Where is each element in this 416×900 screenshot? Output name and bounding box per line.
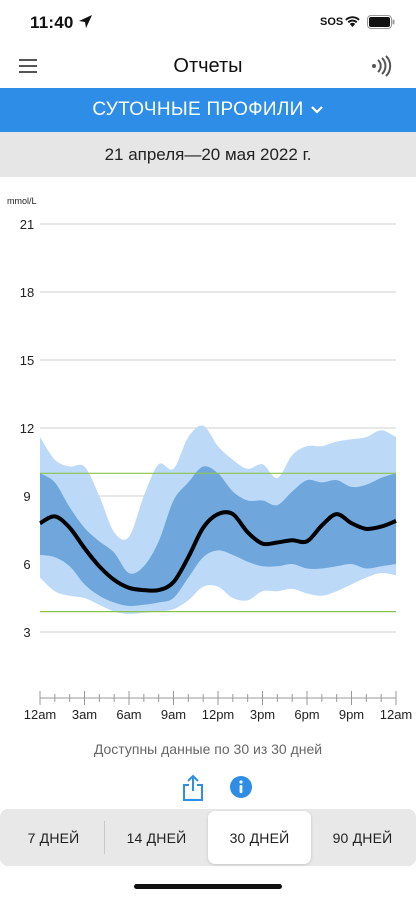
x-tick-label: 12pm [202, 707, 235, 722]
status-time: 11:40 [30, 13, 74, 32]
x-tick-label: 3am [72, 707, 97, 722]
tab-7-days[interactable]: 7 ДНЕЙ [2, 811, 105, 864]
report-type-selector[interactable]: СУТОЧНЫЕ ПРОФИЛИ [0, 88, 416, 132]
x-tick-label: 12am [24, 707, 57, 722]
percentile-25-75-band [40, 466, 396, 606]
x-tick-label: 12am [380, 707, 413, 722]
daily-patterns-chart: mmol/L 21 18 15 12 9 6 3 12am 3am 6am 9am 12pm 3pm 6pm… [7, 196, 413, 722]
nav-bar: Отчеты [0, 44, 416, 88]
location-arrow-icon [78, 14, 93, 29]
x-tick-label: 3pm [250, 707, 275, 722]
period-tabs: 7 ДНЕЙ 14 ДНЕЙ 30 ДНЕЙ 90 ДНЕЙ [0, 809, 416, 866]
x-tick-label: 6am [116, 707, 141, 722]
median-line [39, 510, 397, 593]
nfc-scan-icon[interactable] [370, 55, 392, 77]
y-tick-label: 21 [20, 217, 34, 232]
x-tick-label: 6pm [294, 707, 319, 722]
x-tick-label: 9am [161, 707, 186, 722]
y-axis-unit-label: mmol/L [7, 196, 37, 206]
y-tick-label: 9 [23, 489, 30, 504]
y-tick-label: 18 [20, 285, 34, 300]
chevron-down-icon [310, 106, 323, 114]
y-tick-label: 15 [20, 353, 34, 368]
tab-14-days[interactable]: 14 ДНЕЙ [126, 829, 187, 846]
x-tick-label: 9pm [339, 707, 364, 722]
battery-icon [367, 15, 395, 29]
tab-30-days[interactable]: 30 ДНЕЙ [208, 811, 311, 864]
y-tick-label: 12 [20, 421, 34, 436]
wifi-icon [345, 16, 360, 27]
page-title: Отчеты [173, 55, 243, 77]
data-availability-text: Доступны данные по 30 из 30 дней [93, 741, 323, 757]
home-indicator [134, 884, 282, 889]
y-tick-label: 3 [23, 625, 30, 640]
menu-icon[interactable] [18, 58, 38, 74]
share-icon[interactable] [181, 774, 205, 802]
y-tick-label: 6 [23, 557, 30, 572]
status-bar: 11:40 SOS [0, 0, 416, 44]
tab-90-days[interactable]: 90 ДНЕЙ [332, 829, 393, 846]
report-type-label: СУТОЧНЫЕ ПРОФИЛИ [92, 99, 304, 120]
date-range: 21 апреля—20 мая 2022 г. [0, 132, 416, 177]
sos-indicator: SOS [320, 16, 344, 28]
info-icon[interactable] [230, 776, 252, 798]
